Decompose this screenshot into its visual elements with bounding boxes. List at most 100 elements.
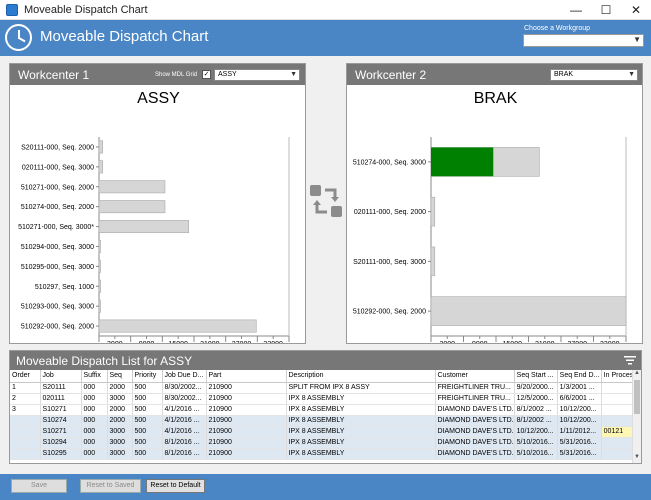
bar-group[interactable] [98, 239, 101, 253]
bar-group[interactable] [430, 296, 627, 326]
table-cell [10, 415, 41, 427]
table-row[interactable]: 3 S10271 000 2000 500 4/1/2016 ... 210900 IPX 8… [10, 404, 639, 416]
column-chooser-icon[interactable] [624, 356, 636, 365]
column-header[interactable]: Seq End D... [557, 370, 602, 383]
category-label: 510274-000, Seq. 2000 [21, 204, 94, 211]
category-label: 510292-000, Seq. 2000 [353, 309, 426, 316]
column-header[interactable]: Job [40, 370, 82, 383]
table-row[interactable]: S10274 000 2000 500 4/1/2016 ... 210900 IPX 8 … [10, 415, 639, 427]
column-header[interactable]: Seq [107, 370, 133, 383]
scrollbar-thumb[interactable] [634, 380, 640, 414]
table-row[interactable]: 2 020111 000 3000 500 8/30/2002... 210900 IPX 8… [10, 393, 639, 405]
bar[interactable] [430, 296, 627, 326]
bar[interactable] [430, 246, 436, 277]
column-header[interactable]: Description [286, 370, 436, 383]
column-header[interactable]: Customer [435, 370, 515, 383]
reset-to-saved-button[interactable]: Reset to Saved [80, 479, 141, 493]
bar-group[interactable] [430, 246, 436, 277]
table-cell: S10271 [40, 426, 82, 438]
table-cell: FREIGHTLINER TRU... [435, 382, 515, 394]
workcenter-1-select[interactable]: ASSY ▼ [214, 69, 300, 81]
close-button[interactable]: ✕ [630, 3, 642, 17]
column-header[interactable]: Part [206, 370, 287, 383]
bar-group[interactable] [98, 200, 166, 214]
bar[interactable] [98, 140, 103, 154]
column-header[interactable]: Order [10, 370, 41, 383]
bar[interactable] [98, 319, 257, 333]
bar[interactable] [98, 200, 166, 214]
table-cell: 9/20/2000... [514, 382, 558, 394]
bar-group[interactable] [98, 140, 103, 154]
bar-progress[interactable] [431, 147, 494, 177]
bar-group[interactable] [98, 319, 257, 333]
table-cell: 4/1/2016 ... [162, 415, 207, 427]
bar[interactable] [98, 180, 166, 194]
table-cell: 3000 [107, 426, 133, 438]
table-row[interactable]: S10294 000 3000 500 8/1/2016 ... 210900 IPX 8 … [10, 437, 639, 449]
chart-1: 3000900015000210002700033000060001200018… [18, 137, 290, 343]
bar-group[interactable] [98, 220, 190, 234]
list-vertical-scrollbar[interactable]: ▲ ▼ [632, 370, 641, 463]
table-row[interactable]: 1 S20111 000 2000 500 8/30/2002... 210900 SPLIT… [10, 382, 639, 394]
bar-group[interactable] [98, 160, 103, 174]
category-label: 510294-000, Seq. 3000 [21, 244, 94, 251]
bar-group[interactable] [98, 259, 101, 273]
reset-to-default-button[interactable]: Reset to Default [146, 479, 205, 493]
show-mdl-grid-checkbox[interactable]: ✓ [202, 70, 211, 79]
table-cell: 8/1/2016 ... [162, 437, 207, 449]
show-mdl-grid-label: Show MDL Grid [155, 72, 198, 78]
bar[interactable] [98, 259, 101, 273]
bar-group[interactable] [98, 299, 101, 313]
table-cell: SPLIT FROM IPX 8 ASSY [286, 382, 436, 394]
bar[interactable] [98, 239, 101, 253]
table-cell: 500 [132, 448, 163, 460]
workcenter-1-title: Workcenter 1 [18, 68, 90, 82]
table-cell: IPX 8 ASSEMBLY [286, 393, 436, 405]
column-header[interactable]: Job Due D... [162, 370, 207, 383]
workcenter-2-title: Workcenter 2 [355, 68, 427, 82]
bar-group[interactable] [98, 180, 166, 194]
category-label: S20111-000, Seq. 3000 [353, 259, 426, 266]
scroll-down-icon[interactable]: ▼ [634, 454, 640, 460]
table-cell: 000 [81, 382, 108, 394]
column-header[interactable]: Priority [132, 370, 163, 383]
bar-group[interactable] [430, 196, 436, 227]
table-cell: 500 [132, 426, 163, 438]
bar[interactable] [430, 196, 436, 227]
workcenter-1-header: Workcenter 1 Show MDL Grid ✓ ASSY ▼ [10, 64, 305, 85]
category-label: 510274-000, Seq. 3000 [353, 159, 426, 166]
table-cell: 10/12/200... [557, 415, 602, 427]
table-cell: S20111 [40, 382, 82, 394]
workgroup-select[interactable]: ▼ [523, 34, 644, 47]
bar-group[interactable] [98, 279, 101, 293]
table-row[interactable]: S10295 000 3000 500 8/1/2016 ... 210900 IPX 8 … [10, 448, 639, 460]
maximize-button[interactable]: ☐ [600, 3, 612, 17]
window-titlebar: Moveable Dispatch Chart — ☐ ✕ [0, 0, 651, 20]
chevron-down-icon: ▼ [633, 35, 641, 44]
bar[interactable] [98, 160, 103, 174]
chart-2: 3000900015000210002700033000060001200018… [353, 137, 627, 343]
save-button[interactable]: Save [11, 479, 67, 493]
x-tick-label: 21000 [535, 341, 555, 343]
column-header[interactable]: Suffix [81, 370, 108, 383]
column-header[interactable]: In Process [601, 370, 639, 383]
x-tick-label: 9000 [472, 341, 488, 343]
table-cell: S10295 [40, 448, 82, 460]
category-label: 020111-000, Seq. 3000 [22, 164, 94, 171]
x-tick-label: 9000 [139, 341, 155, 343]
bar[interactable] [98, 299, 101, 313]
table-cell: DIAMOND DAVE'S LTD. [435, 426, 515, 438]
table-row[interactable]: S10271 000 3000 500 4/1/2016 ... 210900 IPX 8 … [10, 426, 639, 438]
column-header[interactable]: Seq Start ... [514, 370, 558, 383]
bar[interactable] [98, 279, 101, 293]
table-cell: 5/31/2016... [557, 437, 602, 449]
x-tick-label: 33000 [600, 341, 620, 343]
dispatch-list-title: Moveable Dispatch List for ASSY [16, 354, 193, 368]
bar-group[interactable] [430, 147, 540, 177]
minimize-button[interactable]: — [570, 3, 582, 17]
scroll-up-icon[interactable]: ▲ [634, 370, 640, 376]
table-cell: DIAMOND DAVE'S LTD. [435, 415, 515, 427]
swap-workcenters-icon[interactable] [309, 184, 343, 218]
workcenter-2-select[interactable]: BRAK ▼ [550, 69, 638, 81]
bar[interactable] [98, 220, 190, 234]
